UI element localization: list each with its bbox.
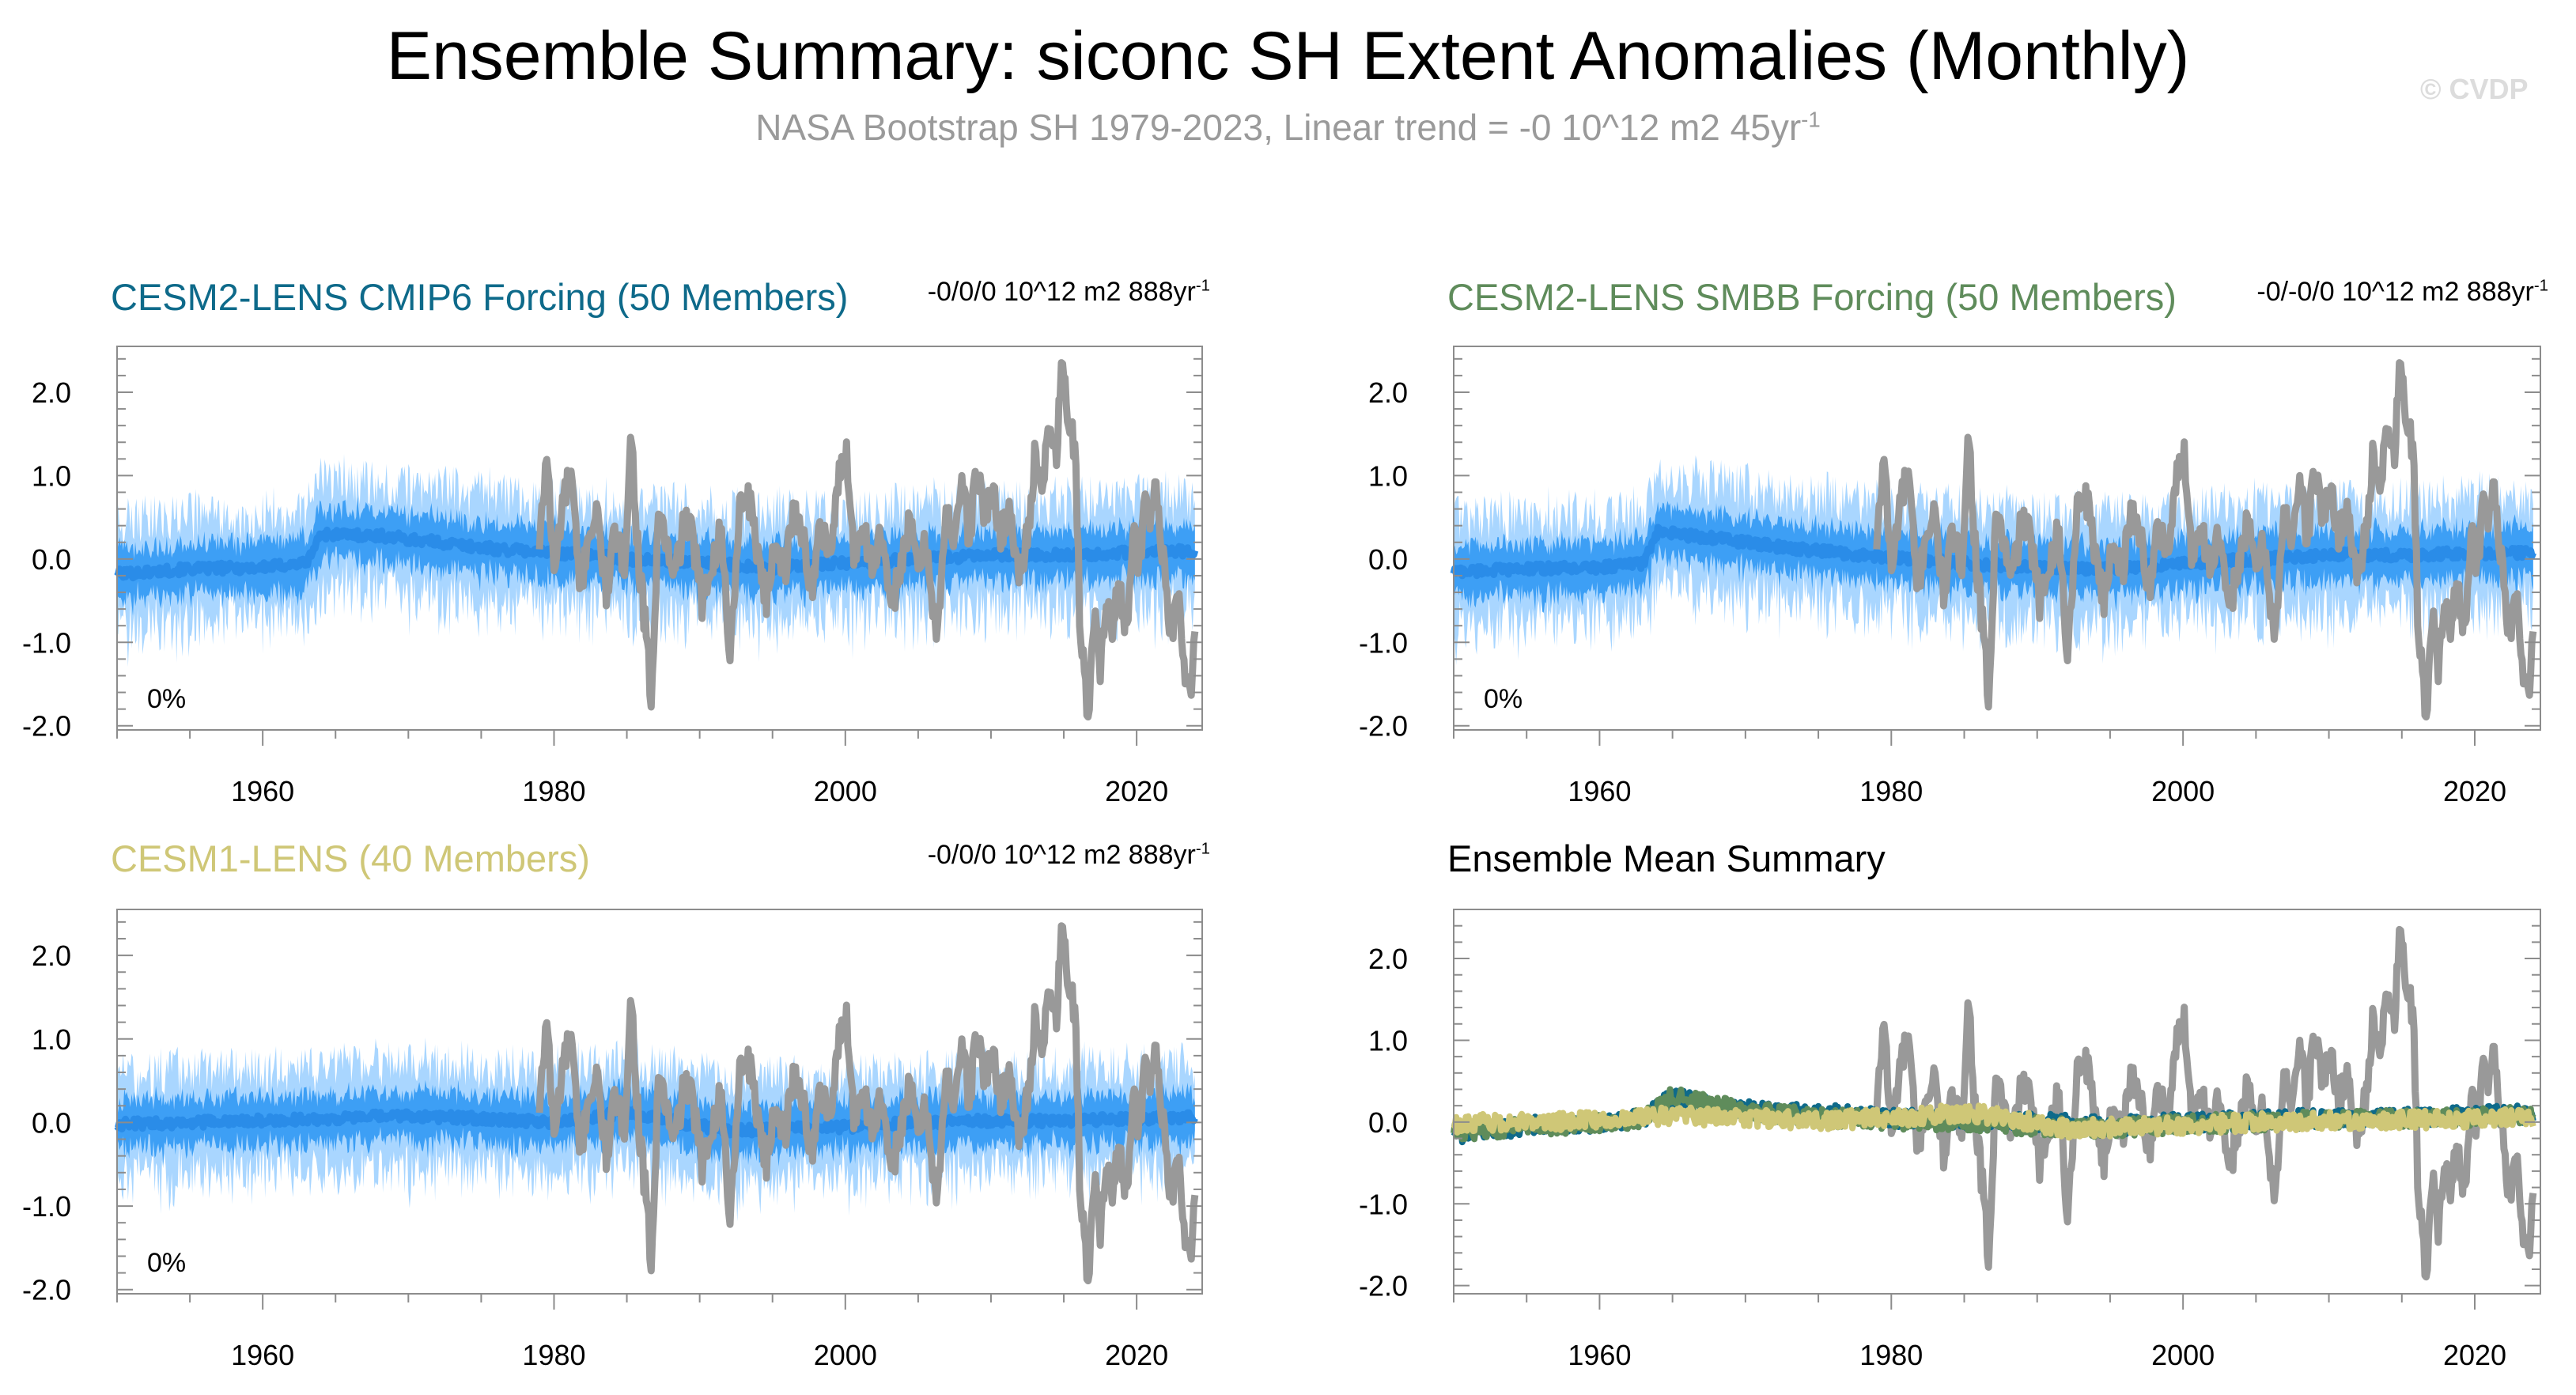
x-tick-label: 1960	[231, 1339, 294, 1371]
x-tick-label: 2020	[1105, 775, 1168, 807]
observations-line-ensemble-mean-summary	[1873, 925, 2537, 1281]
x-tick-label: 1960	[231, 775, 294, 807]
x-tick-label: 1980	[1859, 775, 1923, 807]
x-tick-label: 2000	[2151, 775, 2215, 807]
y-tick-label: 0.0	[32, 543, 71, 576]
plot-frame	[1453, 909, 2541, 1295]
x-tick-label: 1980	[522, 775, 585, 807]
panel-title-cesm2-smbb: CESM2-LENS SMBB Forcing (50 Members)	[1447, 276, 2177, 318]
trend-label-cesm2-smbb: -0/-0/0 10^12 m2 888yr-1	[2256, 277, 2548, 308]
x-tick-label: 2020	[2443, 1339, 2506, 1371]
y-tick-label: 0.0	[1368, 1106, 1408, 1139]
y-tick-label: -2.0	[1359, 710, 1408, 743]
watermark: © CVDP	[2420, 73, 2529, 105]
percent-label: 0%	[147, 1248, 186, 1278]
y-tick-label: 0.0	[1368, 543, 1408, 576]
trend-exponent: -1	[1195, 277, 1210, 295]
x-tick-label: 1980	[522, 1339, 585, 1371]
x-tick-label: 2020	[1105, 1339, 1168, 1371]
y-tick-label: -1.0	[1359, 1188, 1408, 1220]
panel-title-ensemble-mean-summary: Ensemble Mean Summary	[1447, 837, 1886, 879]
subtitle-text: NASA Bootstrap SH 1979-2023, Linear tren…	[755, 107, 1802, 148]
x-tick-label: 2000	[814, 775, 877, 807]
trend-exponent: -1	[1195, 840, 1210, 858]
y-tick-label: -1.0	[1359, 626, 1408, 659]
observations-line-cesm1	[535, 922, 1199, 1285]
percent-label: 0%	[147, 684, 186, 714]
plot-frame	[116, 346, 1203, 731]
percent-label: 0%	[1484, 684, 1523, 714]
observations-line-cesm2-smbb	[1873, 359, 2537, 721]
subtitle-exponent: -1	[1801, 107, 1821, 132]
y-tick-label: -2.0	[1359, 1270, 1408, 1302]
y-tick-label: 0.0	[32, 1106, 71, 1139]
trend-text: -0/-0/0 10^12 m2 888yr	[2256, 277, 2534, 307]
y-tick-label: -1.0	[22, 626, 71, 659]
trend-label-cesm1: -0/0/0 10^12 m2 888yr-1	[928, 840, 1210, 871]
panel-cesm2-cmip6: 2.0 1.0 0.0 -1.0 -2.0 1960 1980 2000 2020 0%	[22, 346, 1203, 807]
plot-frame	[1453, 346, 2541, 731]
x-tick-label: 1960	[1568, 1339, 1631, 1371]
y-tick-label: 2.0	[32, 939, 71, 972]
y-tick-label: -2.0	[22, 710, 71, 743]
x-tick-label: 2000	[814, 1339, 877, 1371]
panel-cesm1: 2.0 1.0 0.0 -1.0 -2.0 1960 1980 2000 2020 0%	[22, 909, 1203, 1371]
panel-title-cesm1: CESM1-LENS (40 Members)	[111, 837, 590, 879]
x-tick-label: 1960	[1568, 775, 1631, 807]
y-tick-label: 2.0	[1368, 376, 1408, 409]
trend-text: -0/0/0 10^12 m2 888yr	[927, 277, 1196, 307]
y-tick-label: 2.0	[1368, 943, 1408, 975]
y-tick-label: 1.0	[1368, 1024, 1408, 1057]
x-tick-label: 1980	[1859, 1339, 1923, 1371]
plot-frame	[116, 909, 1203, 1295]
subtitle: NASA Bootstrap SH 1979-2023, Linear tren…	[0, 106, 2576, 149]
y-tick-label: -1.0	[22, 1190, 71, 1223]
y-tick-label: -2.0	[22, 1274, 71, 1306]
trend-exponent: -1	[2533, 277, 2548, 295]
y-tick-label: 1.0	[32, 459, 71, 492]
main-title: Ensemble Summary: siconc SH Extent Anoma…	[386, 18, 2190, 94]
panel-cesm2-smbb: 2.0 1.0 0.0 -1.0 -2.0 1960 1980 2000 2020 0%	[1359, 346, 2541, 807]
panel-ensemble-mean-summary: 2.0 1.0 0.0 -1.0 -2.0 1960 1980 2000 2020	[1359, 909, 2541, 1371]
y-tick-label: 1.0	[32, 1023, 71, 1056]
trend-text: -0/0/0 10^12 m2 888yr	[927, 840, 1196, 870]
observations-line-cesm2-cmip6	[535, 359, 1199, 721]
x-tick-label: 2020	[2443, 775, 2506, 807]
y-tick-label: 1.0	[1368, 459, 1408, 492]
mean-line-cesm1	[1451, 1102, 2536, 1141]
panel-title-cesm2-cmip6: CESM2-LENS CMIP6 Forcing (50 Members)	[111, 276, 849, 318]
trend-label-cesm2-cmip6: -0/0/0 10^12 m2 888yr-1	[928, 277, 1210, 308]
y-tick-label: 2.0	[32, 376, 71, 409]
x-tick-label: 2000	[2151, 1339, 2215, 1371]
